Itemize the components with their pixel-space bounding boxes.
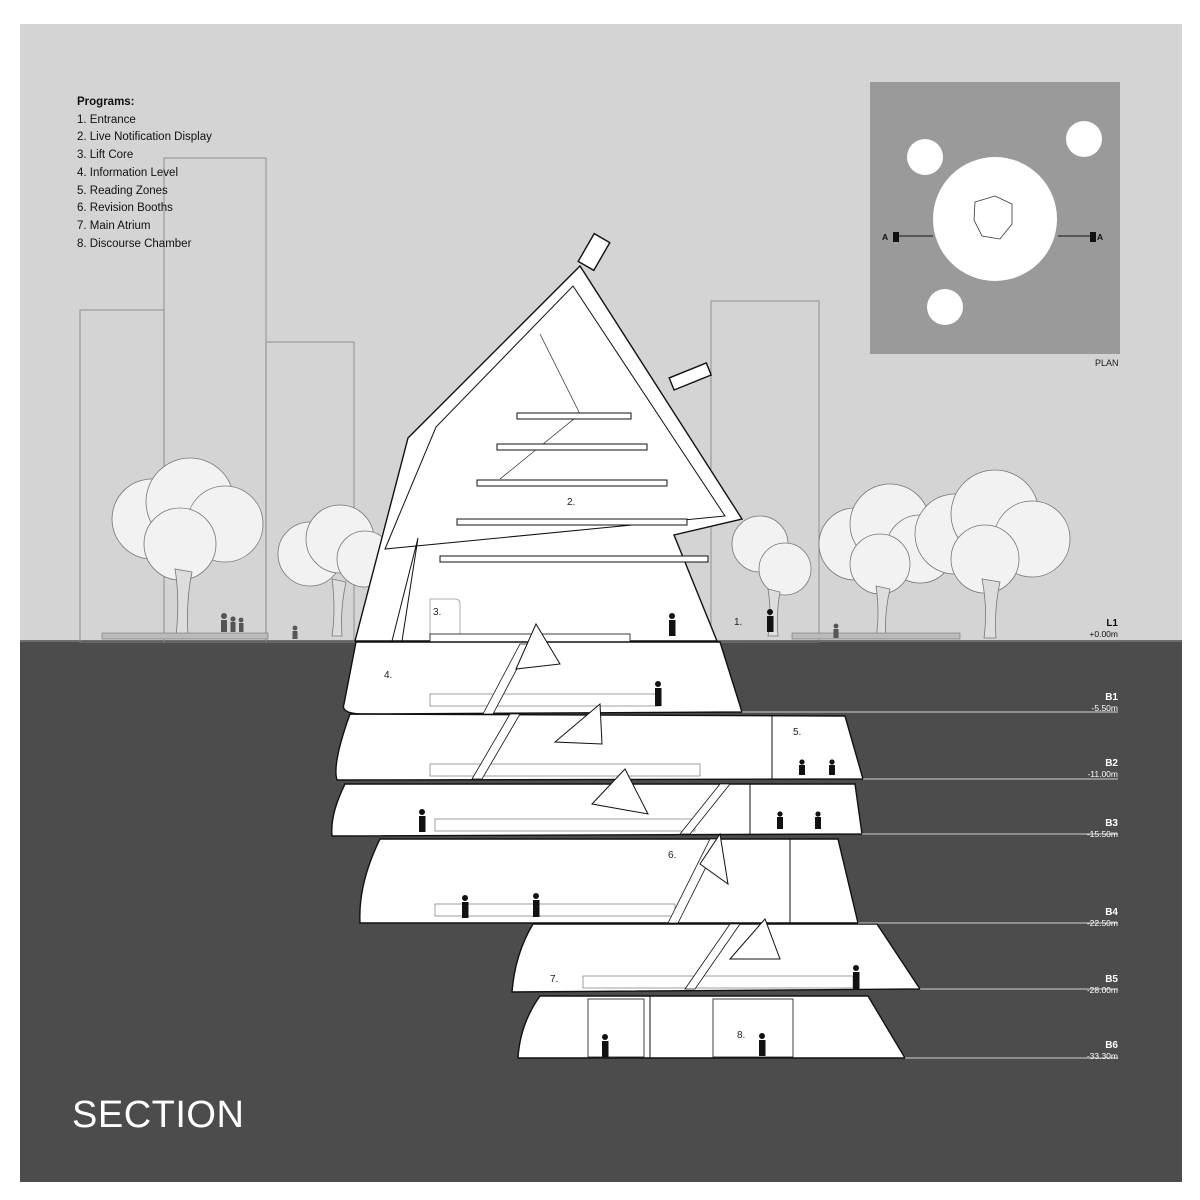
lift-core-outline: [429, 598, 461, 641]
program-number-8: 8.: [737, 1030, 746, 1041]
level-label-b5: B5 -28.00m: [1087, 974, 1118, 995]
program-number-4: 4.: [384, 670, 393, 681]
legend-item: 6. Revision Booths: [77, 202, 173, 215]
floor-b6: [517, 995, 907, 1059]
level-label-l1: L1 +0.00m: [1089, 618, 1118, 639]
program-number-5: 5.: [793, 727, 802, 738]
level-label-b3: B3 -15.50m: [1087, 818, 1118, 839]
level-elevation: -28.00m: [1086, 985, 1118, 995]
tree: [111, 457, 264, 637]
level-elevation: -15.50m: [1086, 829, 1118, 839]
stairs: [471, 643, 741, 990]
level-name: B3: [1105, 818, 1118, 829]
interior-people: [419, 609, 860, 1057]
plan-caption: PLAN: [1095, 358, 1119, 368]
tower: [354, 232, 744, 642]
level-elevation: -22.50m: [1086, 918, 1118, 928]
section-title: SECTION: [72, 1094, 245, 1136]
level-name: B6: [1105, 1040, 1118, 1051]
legend-item: 5. Reading Zones: [77, 184, 168, 197]
section-mark-right: A: [1097, 232, 1104, 242]
floor-b4: [359, 838, 859, 924]
benches: [429, 693, 854, 989]
pyramids: [515, 622, 781, 960]
program-number-6: 6.: [668, 850, 677, 861]
level-label-b6: B6 -33.30m: [1087, 1040, 1118, 1061]
level-name: L1: [1106, 618, 1118, 629]
level-name: B2: [1105, 758, 1118, 769]
legend-item: 8. Discourse Chamber: [77, 237, 192, 250]
tree: [914, 469, 1071, 639]
level-label-b1: B1 -5.50m: [1092, 692, 1118, 713]
trees: [111, 457, 1071, 639]
level-label-b4: B4 -22.50m: [1087, 907, 1118, 928]
tree: [277, 504, 394, 637]
program-number-7: 7.: [550, 974, 559, 985]
legend-item: 3. Lift Core: [77, 149, 134, 162]
level-elevation: -11.00m: [1087, 769, 1118, 779]
program-number-1: 1.: [734, 617, 743, 628]
legend-item: 2. Live Notification Display: [77, 131, 212, 144]
display-bars: [439, 412, 709, 563]
legend-item: 1. Entrance: [77, 113, 136, 126]
elevation-lines: [742, 711, 1118, 1059]
level-elevation: -5.50m: [1091, 703, 1118, 713]
street-people: [221, 613, 839, 639]
level-name: B5: [1105, 974, 1118, 985]
program-number-2: 2.: [567, 497, 576, 508]
legend-heading: Programs:: [77, 96, 135, 108]
level-label-b2: B2 -11.00m: [1087, 758, 1118, 779]
floor-b2: [335, 713, 864, 781]
level-name: B1: [1105, 692, 1118, 703]
section-drawing: Programs: 1. Entrance 2. Live Notificati…: [20, 24, 1182, 1182]
program-legend: Programs: 1. Entrance 2. Live Notificati…: [77, 94, 212, 253]
level-elevation: +0.00m: [1089, 629, 1118, 639]
level-elevation: -33.30m: [1086, 1051, 1118, 1061]
section-artwork: [20, 24, 1182, 1182]
legend-item: 7. Main Atrium: [77, 219, 151, 232]
level-name: B4: [1105, 907, 1118, 918]
program-number-3: 3.: [433, 607, 442, 618]
legend-item: 4. Information Level: [77, 166, 179, 179]
plan-inset: [870, 82, 1120, 354]
partitions: [587, 716, 794, 1058]
section-mark-left: A: [882, 232, 889, 242]
